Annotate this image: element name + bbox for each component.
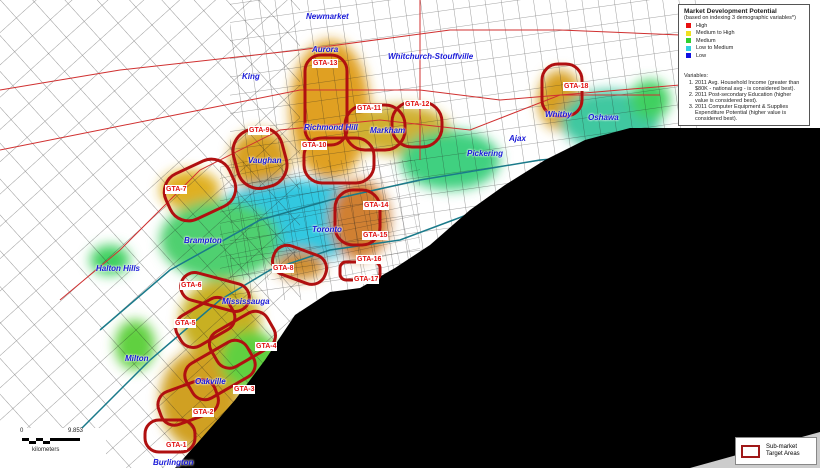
target-area-label[interactable]: GTA-11 xyxy=(356,104,382,113)
legend-label: Low to Medium xyxy=(696,45,734,51)
town-label: Pickering xyxy=(467,149,504,158)
town-label: Vaughan xyxy=(248,156,282,165)
town-label: Whitby xyxy=(545,110,572,119)
legend-swatch xyxy=(686,30,691,36)
target-area-label[interactable]: GTA-15 xyxy=(362,231,389,240)
town-label: Markham xyxy=(370,126,406,135)
legend-item: High xyxy=(684,23,804,29)
town-label: Ajax xyxy=(509,134,526,143)
target-area-label[interactable]: GTA-13 xyxy=(312,59,339,68)
legend-label: High xyxy=(696,22,708,29)
legend-item: Low to Medium xyxy=(684,45,804,51)
town-label: Milton xyxy=(125,354,149,363)
target-area-label[interactable]: GTA-3 xyxy=(233,385,256,394)
legend-swatch xyxy=(686,23,691,28)
legend-swatch xyxy=(686,53,691,58)
target-area-label[interactable]: GTA-1 xyxy=(165,441,188,450)
town-label: Brampton xyxy=(184,236,222,245)
legend-item: Medium xyxy=(684,38,804,44)
target-area-legend: Sub-market Target Areas xyxy=(735,437,817,465)
scale-end: 9.853 xyxy=(68,428,84,434)
legend-label: Medium xyxy=(696,37,716,44)
target-area-label[interactable]: GTA-17 xyxy=(353,275,380,284)
town-label: Oshawa xyxy=(588,113,619,122)
target-area-label[interactable]: GTA-8 xyxy=(272,264,295,273)
lake-ontario xyxy=(175,128,820,468)
legend-swatch xyxy=(686,38,691,43)
town-label: Newmarket xyxy=(306,12,349,21)
town-label: Whitchurch-Stouffville xyxy=(388,52,474,61)
target-area-label[interactable]: GTA-14 xyxy=(363,201,390,210)
legend-swatch xyxy=(686,45,691,51)
town-label: Oakville xyxy=(195,377,226,386)
town-label: Halton Hills xyxy=(96,264,141,273)
town-label: Aurora xyxy=(312,45,339,54)
town-label: King xyxy=(242,72,260,81)
target-area-label[interactable]: GTA-6 xyxy=(180,281,203,290)
legend-subtitle: (based on indexing 3 demographic variabl… xyxy=(684,15,796,21)
variable-item: 2011 Computer Equipment & Supplies Expen… xyxy=(695,104,804,122)
scale-bar: 0 9.853 kilometers xyxy=(0,428,106,468)
variables-heading: Variables: xyxy=(684,72,709,79)
scale-start: 0 xyxy=(20,428,24,434)
legend-item: Medium to High xyxy=(684,30,804,36)
target-area-label[interactable]: GTA-18 xyxy=(563,82,590,91)
target-area-label[interactable]: GTA-7 xyxy=(165,185,188,194)
legend-label: Medium to High xyxy=(696,30,735,36)
target-area-label[interactable]: GTA-2 xyxy=(192,408,215,417)
target-area-label[interactable]: GTA-10 xyxy=(301,141,328,150)
target-area-legend-label: Sub-market Target Areas xyxy=(766,444,800,457)
target-area-label[interactable]: GTA-5 xyxy=(174,319,197,328)
target-area-label[interactable]: GTA-12 xyxy=(404,100,431,109)
target-area-swatch xyxy=(741,444,760,458)
town-label: Mississauga xyxy=(222,297,270,306)
town-label: Burlington xyxy=(153,458,194,467)
legend-label: Low xyxy=(696,52,707,59)
town-label: Richmond Hill xyxy=(304,123,358,132)
map-legend: Market Development Potential (based on i… xyxy=(678,4,810,126)
variable-item: 2011 Avg. Household Income (greater than… xyxy=(695,80,804,92)
scale-unit: kilometers xyxy=(32,447,60,453)
target-area-label[interactable]: GTA-16 xyxy=(356,255,383,264)
target-area-label[interactable]: GTA-4 xyxy=(255,342,278,351)
legend-title: Market Development Potential xyxy=(684,8,777,15)
town-label: Toronto xyxy=(312,225,342,234)
target-area-label[interactable]: GTA-9 xyxy=(248,126,271,135)
variable-item: 2011 Post-secondary Education (higher va… xyxy=(695,92,804,104)
legend-item: Low xyxy=(684,53,804,59)
scale-bar-graphic xyxy=(22,438,80,444)
